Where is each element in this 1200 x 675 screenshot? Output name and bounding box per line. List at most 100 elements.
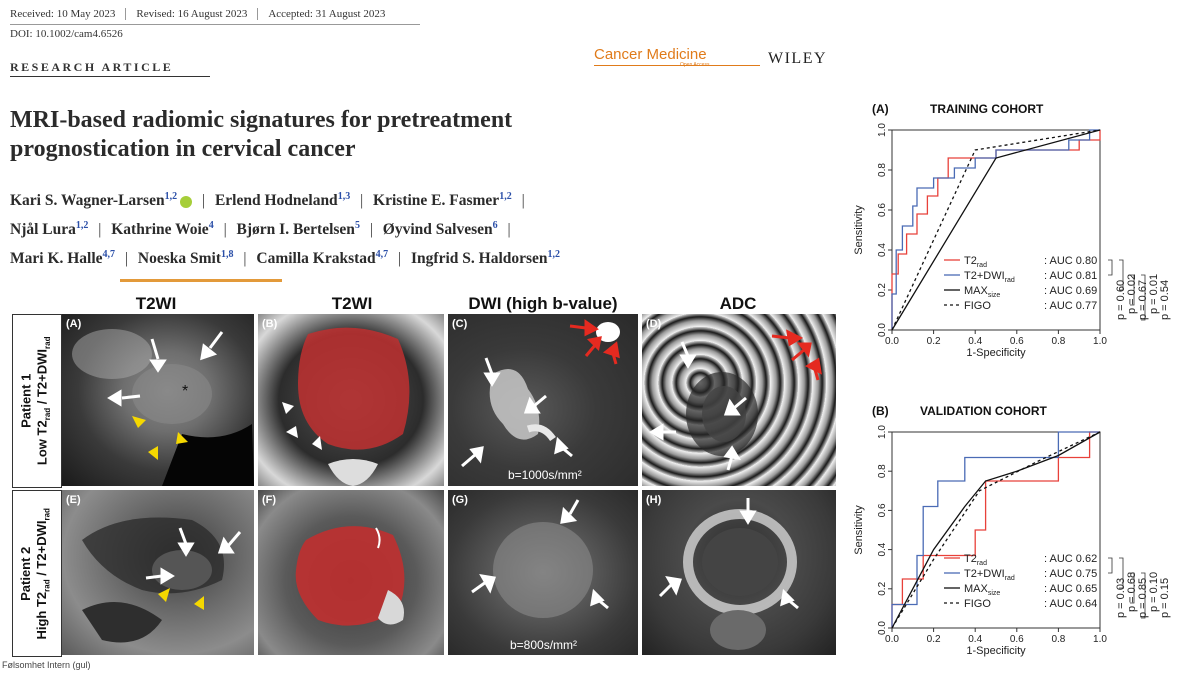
author-affiliation: 1,8 (221, 249, 234, 261)
legend-auc: : AUC 0.75 (1044, 568, 1097, 580)
legend-entry: T2rad (964, 553, 987, 567)
author-separator: | (360, 192, 364, 210)
roc-curve-figo (891, 431, 1101, 629)
legend-entry: FIGO (964, 598, 991, 610)
section-label: RESEARCH ARTICLE (10, 60, 174, 74)
y-tick-label: 0.8 (877, 163, 888, 177)
comparison-bracket (1119, 557, 1124, 589)
panel-overlay (82, 517, 242, 643)
panel-overlay: * (72, 329, 254, 486)
roc-curve-t2-dwirad (891, 431, 1100, 628)
panel-overlay (658, 498, 799, 650)
author-name[interactable]: Erlend Hodneland (214, 192, 338, 210)
panel-label: (E) (66, 494, 81, 506)
author-name[interactable]: Camilla Krakstad (256, 250, 376, 268)
p-value-label: p = 0.02 (1126, 274, 1138, 314)
chart-b-title: VALIDATION COHORT (920, 404, 1047, 418)
roc-curve-t2-dwirad (891, 129, 1100, 330)
publisher-logo: WILEY (768, 50, 828, 67)
row-label-patient-1: Patient 1 Low T2rad / T2+DWIrad (12, 314, 62, 488)
orcid-icon[interactable] (180, 195, 193, 208)
comparison-bracket (1119, 259, 1124, 291)
author-name[interactable]: Ingfrid S. Haldorsen (411, 250, 548, 268)
author-separator: | (223, 221, 227, 239)
legend-entry: T2+DWIrad (964, 568, 1015, 582)
author-affiliation: 1,2 (75, 220, 89, 232)
legend-auc: : AUC 0.62 (1044, 553, 1097, 565)
author-name[interactable]: Kari S. Wagner-Larsen (10, 192, 165, 210)
author-affiliation: 4 (208, 220, 214, 232)
legend-auc: : AUC 0.65 (1044, 583, 1097, 595)
author-affiliation: 6 (492, 220, 498, 232)
column-label-t2wi-a: T2WI (135, 294, 177, 313)
y-tick-label: 0.4 (877, 243, 888, 257)
author-separator: | (201, 192, 206, 210)
panel-overlay (282, 327, 410, 486)
p-value-label: p = 0.67 (1137, 280, 1149, 320)
roc-curve-maxsize (891, 431, 1101, 629)
panel-label: (A) (66, 318, 82, 330)
row-label-group: Low T2rad / T2+DWIrad (34, 336, 52, 466)
y-tick-label: 1.0 (877, 425, 888, 439)
p-value-label: p = 0.85 (1137, 578, 1149, 618)
y-tick-label: 0.0 (877, 621, 888, 635)
y-axis-label: Sensitivity (853, 205, 865, 255)
roc-chart-training: 0.00.0 0.2 0.2 0.4 0.4 0.6 0.6 0.8 0.8 1.0 1.0 1-Sp… (853, 123, 1171, 359)
comparison-bracket (1141, 572, 1146, 619)
author-affiliation: 4,7 (102, 249, 116, 261)
row-label-patient: Patient 1 (18, 373, 34, 429)
p-value-label: p = 0.10 (1148, 572, 1160, 612)
panel-label: (C) (452, 318, 468, 330)
p-value-label: p = 0.54 (1159, 280, 1171, 320)
x-tick-label: 1.0 (1093, 336, 1107, 347)
sensitivity-label: Følsomhet Intern (gul) (2, 660, 91, 670)
column-label-t2wi-b: T2WI (331, 294, 373, 313)
author-affiliation: 1,2 (547, 249, 561, 261)
row-label-patient-2: Patient 2 High T2rad / T2+DWIrad (12, 490, 62, 657)
legend-entry: MAXsize (964, 285, 1000, 299)
author-name[interactable]: Kristine E. Fasmer (373, 192, 500, 210)
x-tick-label: 0.0 (885, 634, 899, 645)
mri-panel-d: (D) (642, 314, 836, 486)
legend-auc: : AUC 0.81 (1044, 270, 1097, 282)
author-affiliation: 4,7 (375, 249, 389, 261)
comparison-bracket (1130, 274, 1135, 306)
p-value-label: p = 0.15 (1159, 578, 1171, 618)
author-name[interactable]: Bjørn I. Bertelsen (236, 221, 355, 239)
doi-link[interactable]: DOI: 10.1002/cam4.6526 (10, 28, 123, 40)
legend-entry: T2+DWIrad (964, 270, 1015, 284)
x-tick-label: 0.0 (885, 336, 899, 347)
y-tick-label: 0.4 (877, 542, 888, 556)
roc-curve-figo (891, 129, 1101, 331)
b-value-label: b=1000s/mm² (508, 468, 582, 482)
y-tick-label: 0.8 (877, 464, 888, 478)
panel-label: (D) (646, 318, 662, 330)
author-name[interactable]: Mari K. Halle (10, 250, 103, 268)
author-name[interactable]: Njål Lura (10, 221, 76, 239)
author-name[interactable]: Øyvind Salvesen (382, 221, 493, 239)
comparison-bracket (1108, 557, 1113, 574)
roc-chart-validation: 0.00.0 0.2 0.2 0.4 0.4 0.6 0.6 0.8 0.8 1.0 1.0 1-Sp… (853, 425, 1171, 657)
comparison-bracket (1130, 572, 1135, 604)
decorative-rule (120, 279, 282, 282)
x-tick-label: 0.2 (927, 336, 941, 347)
mri-panel-c: (C) b=1000s/mm² (448, 314, 638, 486)
x-tick-label: 0.2 (927, 634, 941, 645)
svg-text:*: * (182, 383, 188, 400)
author-name[interactable]: Noeska Smit (137, 250, 222, 268)
mri-panel-h: (H) (642, 490, 836, 655)
chart-a-panel-label: (A) (872, 102, 889, 116)
author-affiliation: 1,2 (164, 191, 178, 202)
x-tick-label: 0.4 (968, 336, 982, 347)
mri-panel-e: (E) (62, 490, 254, 655)
x-axis-label: 1-Specificity (966, 347, 1026, 359)
author-separator: | (521, 192, 525, 210)
x-tick-label: 0.8 (1051, 336, 1065, 347)
x-axis-label: 1-Specificity (966, 645, 1026, 657)
b-value-label: b=800s/mm² (510, 638, 578, 652)
legend-auc: : AUC 0.64 (1044, 598, 1097, 610)
column-label-dwi: DWI (high b-value) (468, 294, 618, 313)
author-name[interactable]: Kathrine Woie (111, 221, 209, 239)
comparison-bracket (1108, 259, 1113, 276)
y-tick-label: 0.0 (877, 323, 888, 337)
